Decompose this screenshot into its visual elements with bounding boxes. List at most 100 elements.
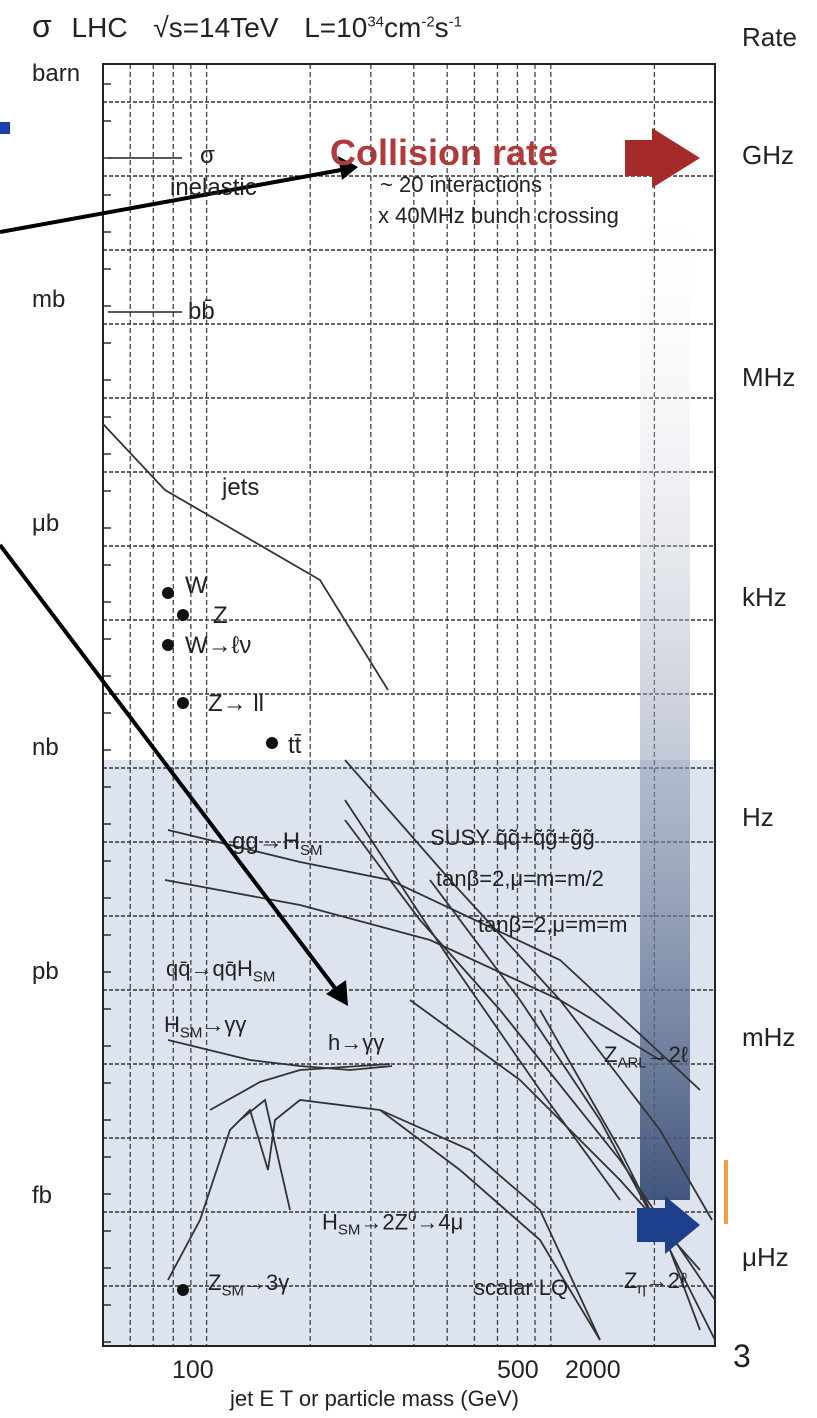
collision-rate-label: Collision rate bbox=[330, 132, 559, 173]
susy-curve-2 bbox=[344, 799, 621, 1201]
qq-h-text: qq̄→qq̄H bbox=[166, 956, 253, 981]
bbbar-label: bb̄ bbox=[188, 298, 215, 325]
y-tick-nb: nb bbox=[32, 734, 59, 761]
chart-header: σ LHC √s=14TeV L=1034cm-2s-1 bbox=[32, 8, 462, 45]
qq-h-curve bbox=[164, 879, 661, 1061]
tanb-curve bbox=[429, 879, 701, 1331]
pointer-arrowhead-bottom bbox=[326, 980, 348, 1006]
y-tick-barn: barn bbox=[32, 60, 81, 87]
h-zz-label: HSM→2Z0→4μ bbox=[322, 1208, 463, 1239]
ttbar-tail-curve bbox=[344, 819, 716, 1301]
tanb1-b: =m bbox=[554, 866, 586, 891]
z-ll-label: Z→ ll bbox=[208, 690, 264, 717]
lumi-unit1: cm bbox=[384, 12, 422, 43]
lumi-unit2: s bbox=[434, 12, 449, 43]
z-point bbox=[177, 609, 189, 621]
h-sm-gg-sub: SM bbox=[179, 1024, 203, 1042]
z-eta-label: Zη→2ℓ bbox=[624, 1268, 687, 1297]
x-axis-label: jet E T or particle mass (GeV) bbox=[230, 1386, 519, 1411]
z-sm-3g-point bbox=[177, 1284, 189, 1296]
h-sm-gg-curve bbox=[167, 1039, 393, 1071]
h-zz-curve-b bbox=[239, 1098, 291, 1211]
lumi-unit2-exp: -1 bbox=[448, 13, 463, 31]
x-tick-2000: 2000 bbox=[565, 1356, 621, 1384]
right-accent-mark bbox=[724, 1160, 728, 1224]
z-label: Z bbox=[213, 602, 228, 629]
ttbar-point bbox=[266, 737, 278, 749]
w-point bbox=[162, 587, 174, 599]
h-zz-tail2: →4μ bbox=[416, 1209, 464, 1235]
y-tick-mb: mb bbox=[32, 286, 66, 313]
z-arl-label: ZARL→2ℓ bbox=[604, 1042, 688, 1071]
susy-label: SUSY q̃q̃+q̃g̃+g̃g̃ bbox=[430, 825, 595, 850]
tanb2-a: tanβ=2,μ=m bbox=[478, 912, 597, 937]
signal-region-band bbox=[103, 760, 715, 1346]
pointer-arrowhead-top bbox=[338, 156, 358, 180]
plot-frame bbox=[102, 63, 716, 1347]
y-tick-ub: μb bbox=[32, 510, 60, 537]
energy-label: √s=14TeV bbox=[153, 12, 279, 43]
rate-tick-mhz-milli: mHz bbox=[742, 1022, 796, 1052]
z-arl-text: Z bbox=[604, 1042, 618, 1067]
x-tick-100: 100 bbox=[172, 1356, 214, 1384]
rate-tick-mhz: MHz bbox=[742, 362, 796, 392]
z-sm-3g-text: Z bbox=[208, 1270, 222, 1295]
z-arl-sub: ARL bbox=[617, 1054, 647, 1072]
z-sm-3g-tail: →3γ bbox=[243, 1270, 290, 1295]
z-sm-3g-sub: SM bbox=[221, 1282, 244, 1300]
rate-gradient-bar bbox=[640, 180, 690, 1200]
h-zz-text: H bbox=[322, 1209, 338, 1235]
tanb1-c: /2 bbox=[585, 866, 604, 891]
page-number: 3 bbox=[733, 1338, 751, 1374]
h-gg-curve bbox=[209, 1063, 391, 1111]
rate-tick-uhz: μHz bbox=[742, 1242, 789, 1272]
y-tick-fb: fb bbox=[32, 1182, 53, 1209]
z-eta-tail: →2ℓ bbox=[645, 1268, 688, 1293]
h-sm-gg-label: HSM→γγ bbox=[164, 1012, 246, 1041]
left-accent-mark bbox=[0, 122, 10, 134]
tanb1-label: tanβ=2,μ=m=m/2 bbox=[436, 866, 604, 892]
scalar-lq-curve bbox=[379, 1109, 601, 1341]
bunch-crossing-label: x 40MHz bunch crossing bbox=[378, 203, 619, 228]
ttbar-label: tt̄ bbox=[288, 732, 302, 759]
rate-tick-khz: kHz bbox=[742, 582, 787, 612]
qq-h-sub: SM bbox=[252, 968, 276, 986]
scalar-lq-label: scalar LQ bbox=[474, 1275, 569, 1300]
gg-h-label: gg→HSM bbox=[232, 828, 323, 859]
h-zz-tail: →2Z bbox=[360, 1209, 409, 1235]
tanb1-a: tanβ=2,μ=m bbox=[436, 866, 555, 891]
h-zz-curve-a bbox=[167, 1099, 601, 1341]
sigma-symbol: σ bbox=[32, 8, 52, 44]
z-ll-point bbox=[177, 697, 189, 709]
collider-name: LHC bbox=[71, 12, 128, 43]
h-sm-gg-tail: →γγ bbox=[202, 1012, 247, 1037]
lumi-exp: 34 bbox=[367, 13, 384, 31]
z-eta-text: Z bbox=[624, 1268, 638, 1293]
collision-rate-arrow bbox=[625, 128, 700, 188]
h-zz-sub: SM bbox=[337, 1221, 361, 1239]
x-tick-500: 500 bbox=[497, 1356, 539, 1384]
lumi-unit1-exp: -2 bbox=[421, 13, 435, 31]
z-eta-sub: η bbox=[637, 1280, 646, 1298]
bottom-rate-arrow bbox=[637, 1196, 700, 1254]
tanb2-b: =m bbox=[596, 912, 628, 937]
pointer-arrow-bottom bbox=[0, 543, 346, 1002]
inelastic-sigma-label: σ bbox=[200, 142, 215, 169]
inelastic-label: inelastic bbox=[170, 174, 257, 201]
rate-title: Rate bbox=[742, 22, 797, 52]
rate-tick-ghz: GHz bbox=[742, 140, 794, 170]
lumi-prefix: L=10 bbox=[304, 12, 368, 43]
qq-h-label: qq̄→qq̄HSM bbox=[166, 956, 275, 985]
lumi-label: L=1034cm-2s-1 bbox=[304, 12, 462, 43]
w-lnu-point bbox=[162, 639, 174, 651]
tanb2-label: tanβ=2,μ=m=m bbox=[478, 912, 627, 938]
interactions-label: ~ 20 interactions bbox=[380, 172, 543, 197]
rate-tick-hz: Hz bbox=[742, 802, 774, 832]
h-zz-sup: 0 bbox=[408, 1208, 417, 1225]
w-lnu-label: W→ℓν bbox=[185, 632, 252, 659]
pointer-arrow-top bbox=[0, 166, 353, 234]
h-sm-gg-text: H bbox=[164, 1012, 180, 1037]
y-tick-pb: pb bbox=[32, 958, 59, 985]
h-gg-label: h→γγ bbox=[328, 1030, 385, 1055]
